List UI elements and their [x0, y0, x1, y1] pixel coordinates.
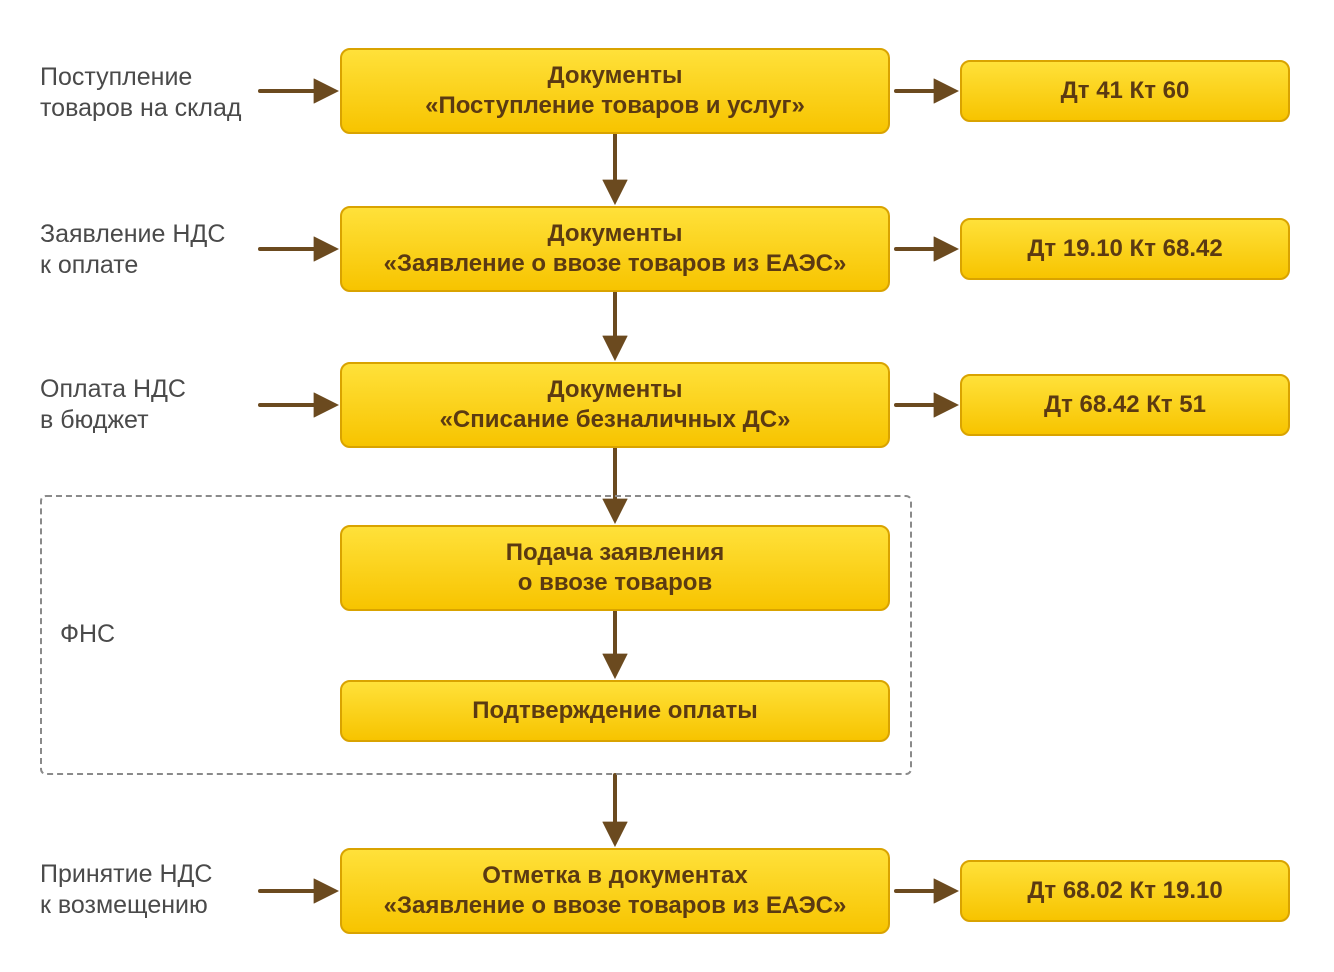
label-l2: Заявление НДС к оплате — [40, 215, 300, 285]
flow-box-r6: Дт 68.02 Кт 19.10 — [960, 860, 1290, 922]
flow-box-r3: Дт 68.42 Кт 51 — [960, 374, 1290, 436]
flow-box-b4: Подача заявления о ввозе товаров — [340, 525, 890, 611]
flow-box-b5: Подтверждение оплаты — [340, 680, 890, 742]
flow-box-r2: Дт 19.10 Кт 68.42 — [960, 218, 1290, 280]
label-l1: Поступление товаров на склад — [40, 58, 300, 128]
flow-box-b1: Документы «Поступление товаров и услуг» — [340, 48, 890, 134]
flow-box-b2: Документы «Заявление о ввозе товаров из … — [340, 206, 890, 292]
diagram-stage: Документы «Поступление товаров и услуг» Д… — [0, 0, 1334, 972]
flow-box-r1: Дт 41 Кт 60 — [960, 60, 1290, 122]
arrows-layer — [0, 0, 1334, 972]
flow-box-b3: Документы «Списание безналичных ДС» — [340, 362, 890, 448]
label-l4: ФНС — [60, 615, 180, 655]
label-l5: Принятие НДС к возмещению — [40, 855, 300, 925]
flow-box-b6: Отметка в документах «Заявление о ввозе … — [340, 848, 890, 934]
label-l3: Оплата НДС в бюджет — [40, 370, 300, 440]
